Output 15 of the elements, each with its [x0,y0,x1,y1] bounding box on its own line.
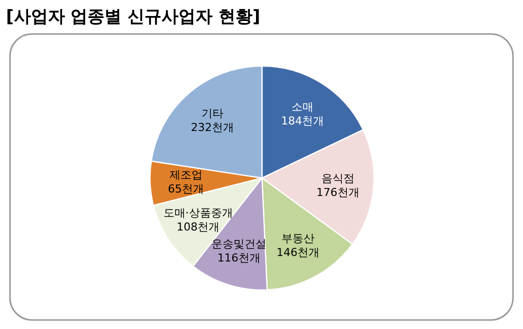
data-label: 116천개 [217,252,260,265]
data-label: 176천개 [316,186,360,200]
data-label: 184천개 [281,114,324,128]
slice-label: 소매 [292,100,314,114]
chart-title: [사업자 업종별 신규사업자 현황] [6,7,260,27]
data-label: 232천개 [190,121,234,134]
slice-label: 부동산 [282,232,315,246]
data-label: 65천개 [168,182,204,196]
data-label: 146천개 [276,246,320,260]
slice-label: 도매·상품중개 [163,206,233,220]
slice-label: 운송및건설 [211,238,266,251]
slice-label: 기타 [201,107,224,120]
data-label: 108천개 [176,220,220,234]
slice-label: 음식점 [321,172,354,186]
slice-label: 제조업 [169,168,202,182]
